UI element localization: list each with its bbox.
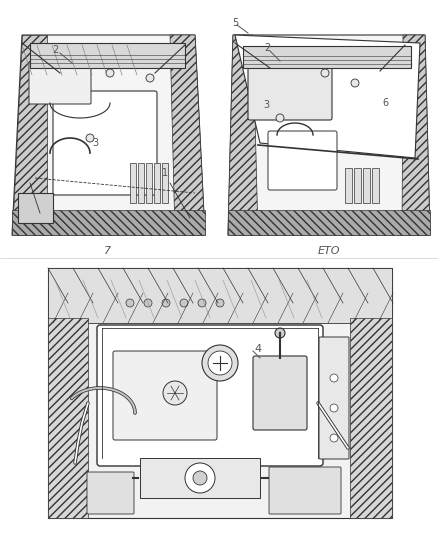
- Text: 4: 4: [254, 344, 261, 354]
- Bar: [48, 318, 88, 518]
- Circle shape: [198, 299, 206, 307]
- Circle shape: [106, 69, 114, 77]
- Text: 3: 3: [263, 100, 269, 110]
- FancyBboxPatch shape: [319, 337, 349, 459]
- FancyBboxPatch shape: [268, 131, 337, 190]
- FancyBboxPatch shape: [87, 472, 134, 514]
- Bar: [243, 46, 411, 68]
- Circle shape: [180, 299, 188, 307]
- Text: 6: 6: [382, 98, 388, 108]
- Circle shape: [202, 345, 238, 381]
- Polygon shape: [12, 35, 47, 235]
- FancyBboxPatch shape: [248, 66, 332, 120]
- Text: 5: 5: [232, 18, 238, 28]
- Text: 1: 1: [162, 168, 168, 178]
- Circle shape: [351, 79, 359, 87]
- Polygon shape: [228, 210, 430, 235]
- Bar: [154, 163, 160, 203]
- Bar: [345, 168, 352, 203]
- Circle shape: [208, 351, 232, 375]
- Text: 2: 2: [264, 43, 270, 53]
- FancyBboxPatch shape: [253, 356, 307, 430]
- Circle shape: [144, 299, 152, 307]
- Circle shape: [330, 374, 338, 382]
- Circle shape: [193, 471, 207, 485]
- Circle shape: [163, 381, 187, 405]
- Bar: [146, 163, 152, 203]
- Polygon shape: [235, 35, 420, 158]
- Text: 2: 2: [52, 45, 58, 55]
- FancyBboxPatch shape: [269, 467, 341, 514]
- Circle shape: [275, 328, 285, 338]
- Bar: [18, 193, 53, 223]
- Circle shape: [276, 114, 284, 122]
- Bar: [138, 163, 144, 203]
- Bar: [140, 458, 260, 498]
- Text: 7: 7: [104, 246, 112, 256]
- Bar: [130, 163, 136, 203]
- Text: ETO: ETO: [318, 246, 340, 256]
- Circle shape: [185, 463, 215, 493]
- FancyBboxPatch shape: [97, 325, 323, 466]
- Circle shape: [330, 404, 338, 412]
- Bar: [350, 318, 392, 518]
- Circle shape: [330, 434, 338, 442]
- Polygon shape: [170, 35, 205, 235]
- Circle shape: [126, 299, 134, 307]
- Bar: [48, 268, 392, 518]
- Polygon shape: [402, 35, 430, 235]
- Bar: [354, 168, 361, 203]
- Polygon shape: [228, 35, 430, 235]
- Circle shape: [216, 299, 224, 307]
- Bar: [162, 163, 168, 203]
- Circle shape: [321, 69, 329, 77]
- Polygon shape: [12, 35, 205, 235]
- Polygon shape: [12, 210, 205, 235]
- Polygon shape: [228, 35, 258, 235]
- Bar: [48, 268, 392, 323]
- Circle shape: [162, 299, 170, 307]
- FancyBboxPatch shape: [113, 351, 217, 440]
- Bar: [30, 43, 185, 68]
- Bar: [372, 168, 379, 203]
- FancyBboxPatch shape: [29, 62, 91, 104]
- FancyBboxPatch shape: [53, 91, 157, 195]
- Circle shape: [86, 134, 94, 142]
- Circle shape: [146, 74, 154, 82]
- Bar: [363, 168, 370, 203]
- Text: 3: 3: [92, 138, 98, 148]
